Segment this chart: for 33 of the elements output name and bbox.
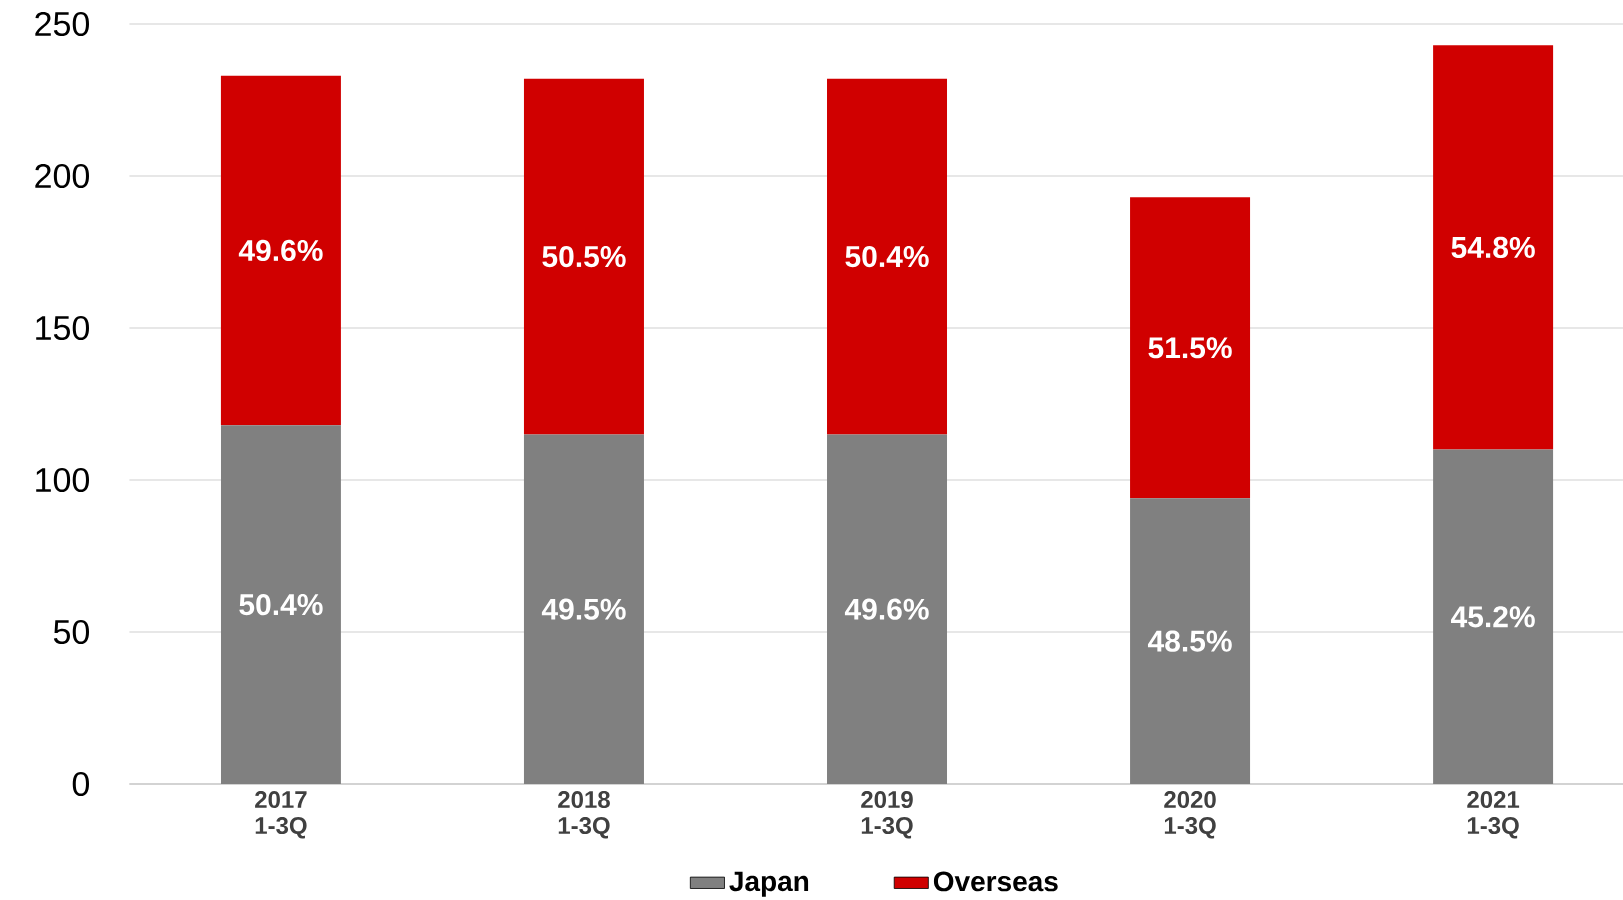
bar — [1433, 449, 1554, 784]
bar — [220, 425, 341, 784]
bar — [1433, 45, 1554, 450]
y-tick-label: 200 — [35, 163, 90, 189]
annotation: 49.6% — [238, 239, 323, 262]
annotation: 48.5% — [1147, 630, 1232, 652]
bar — [220, 75, 341, 426]
bar — [827, 434, 948, 784]
y-tick-label: 250 — [35, 11, 90, 37]
y-tick-label: 0 — [72, 771, 90, 797]
annotation: 49.6% — [844, 598, 929, 620]
annotation: 49.5% — [541, 598, 626, 620]
bar — [1130, 197, 1251, 499]
annotation: 51.5% — [1148, 337, 1232, 359]
annotation: 54.8% — [1451, 236, 1535, 259]
y-tick-label: 50 — [53, 619, 90, 645]
bar — [827, 78, 948, 435]
x-tick-label: 2020 1-3Q — [1164, 791, 1216, 839]
annotation: 45.2% — [1451, 606, 1535, 628]
y-tick-label: 150 — [36, 315, 90, 341]
y-tick-label: 100 — [36, 467, 90, 493]
x-tick-label: 2017 1-3Q — [255, 791, 307, 839]
bar — [523, 434, 644, 784]
bar — [1130, 498, 1251, 784]
annotation: 50.4% — [845, 245, 929, 268]
bar — [523, 78, 644, 435]
x-tick-label: 2018 1-3Q — [558, 791, 610, 839]
legend-label: Overseas — [933, 871, 1058, 892]
x-tick-label: 2021 1-3Q — [1467, 791, 1520, 839]
annotation: 50.5% — [542, 245, 626, 268]
annotation: 50.4% — [239, 594, 323, 616]
x-tick-label: 2019 1-3Q — [861, 791, 913, 839]
legend-label: Japan — [729, 871, 809, 897]
